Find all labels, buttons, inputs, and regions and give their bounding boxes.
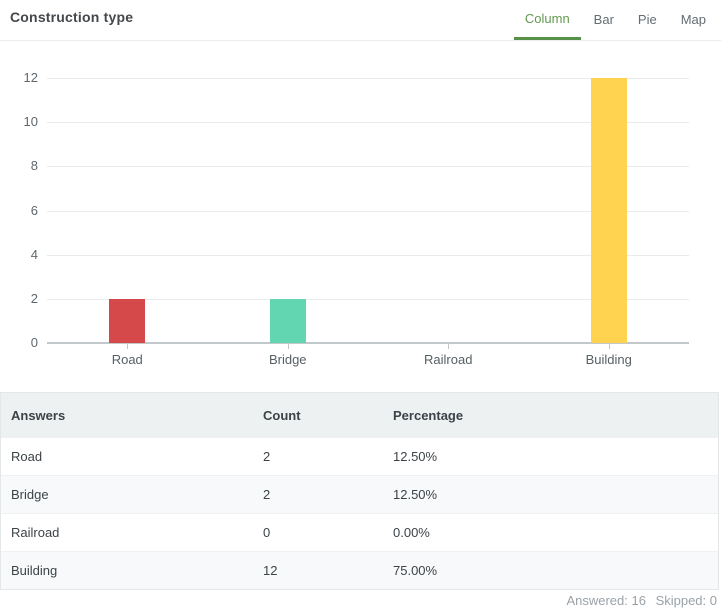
gridline-12 bbox=[47, 78, 689, 79]
column-header-percentage: Percentage bbox=[393, 407, 464, 423]
table-row-road: Road 2 12.50% bbox=[1, 437, 718, 475]
x-axis-tick-railroad bbox=[448, 344, 450, 349]
chart-type-tabs: Column Bar Pie Map bbox=[512, 0, 717, 40]
y-axis-tick-label-12: 12 bbox=[23, 70, 38, 85]
count-cell: 0 bbox=[263, 525, 271, 540]
skipped-status: Skipped: 0 bbox=[655, 593, 717, 608]
column-header-count: Count bbox=[263, 407, 301, 423]
x-axis-label-railroad: Railroad bbox=[424, 352, 473, 367]
tab-bar[interactable]: Bar bbox=[593, 12, 614, 27]
table-row-bridge: Bridge 2 12.50% bbox=[1, 475, 718, 513]
bar-road bbox=[109, 298, 146, 343]
gridline-4 bbox=[47, 254, 689, 256]
x-axis-tick-bridge bbox=[287, 344, 289, 349]
answer-cell: Building bbox=[11, 563, 58, 578]
gridline-8 bbox=[47, 166, 689, 168]
x-axis-tick-building bbox=[608, 344, 610, 349]
x-axis-label-building: Building bbox=[585, 352, 632, 367]
table-header-row: Answers Count Percentage bbox=[1, 393, 718, 437]
table-row-railroad: Railroad 0 0.00% bbox=[1, 513, 718, 551]
y-axis-tick-label-4: 4 bbox=[30, 246, 38, 262]
y-axis-tick-label-8: 8 bbox=[30, 158, 38, 174]
count-cell: 12 bbox=[263, 563, 278, 578]
x-axis-label-bridge: Bridge bbox=[268, 352, 307, 367]
percentage-cell: 12.50% bbox=[393, 487, 438, 502]
percentage-cell: 0.00% bbox=[393, 525, 430, 540]
y-axis-tick-label-6: 6 bbox=[30, 202, 38, 218]
gridline-10 bbox=[47, 122, 689, 124]
x-axis-tick-road bbox=[127, 344, 129, 349]
answered-skipped-status: Answered: 16 Skipped: 0 bbox=[560, 593, 717, 608]
tab-pie[interactable]: Pie bbox=[637, 12, 657, 27]
count-cell: 2 bbox=[263, 487, 271, 502]
bar-bridge bbox=[269, 298, 306, 343]
answer-cell: Road bbox=[11, 449, 43, 464]
answer-cell: Bridge bbox=[11, 487, 49, 502]
page-title: Construction type bbox=[10, 9, 134, 25]
x-axis-label-road: Road bbox=[111, 352, 143, 367]
count-cell: 2 bbox=[263, 449, 271, 464]
y-axis-tick-label-2: 2 bbox=[30, 290, 38, 306]
bar-building bbox=[590, 78, 627, 343]
tab-column[interactable]: Column bbox=[513, 0, 581, 40]
results-table: Answers Count Percentage Road 2 12.50% Bridge 2… bbox=[0, 392, 719, 590]
answered-status: Answered: 16 bbox=[566, 593, 646, 608]
column-chart: 0 2 4 6 8 10 12 Road Bridge Railroad Building bbox=[0, 46, 721, 380]
x-axis-line bbox=[47, 342, 689, 344]
table-row-building: Building 12 75.00% bbox=[1, 551, 718, 589]
tab-map[interactable]: Map bbox=[680, 12, 706, 27]
y-axis-tick-label-10: 10 bbox=[23, 114, 38, 130]
answer-cell: Railroad bbox=[11, 525, 60, 540]
gridline-6 bbox=[47, 210, 689, 212]
percentage-cell: 75.00% bbox=[393, 563, 438, 578]
y-axis-tick-label-0: 0 bbox=[30, 335, 38, 350]
percentage-cell: 12.50% bbox=[393, 449, 438, 464]
question-header: Construction type Column Bar Pie Map bbox=[0, 0, 721, 41]
gridline-2 bbox=[47, 298, 689, 300]
column-header-answers: Answers bbox=[11, 407, 66, 423]
